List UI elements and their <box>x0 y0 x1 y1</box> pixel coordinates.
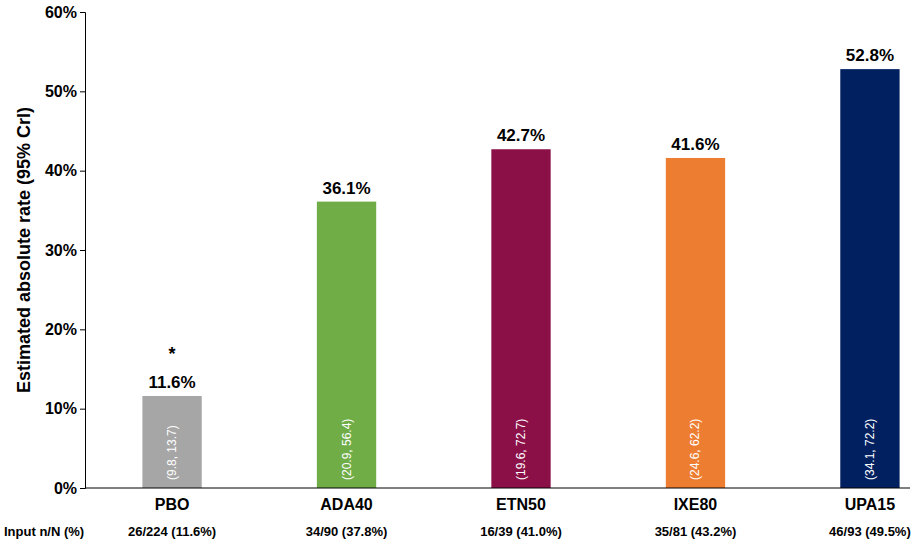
annotation: * <box>169 344 176 364</box>
x-tick-label: UPA15 <box>845 496 895 513</box>
interval-label: (34.1, 72.2) <box>863 419 877 480</box>
x-axis: PBO ADA40 ETN50 IXE80 UPA15 <box>85 488 910 513</box>
y-tick-label: 60% <box>45 4 77 21</box>
input-label: 34/90 (37.8%) <box>306 524 388 539</box>
y-tick-mark <box>80 91 85 92</box>
y-tick-label: 40% <box>45 162 77 179</box>
input-title: Input n/N (%) <box>4 524 84 539</box>
y-tick-mark <box>80 171 85 172</box>
x-tick-label: IXE80 <box>674 496 718 513</box>
input-label: 35/81 (43.2%) <box>655 524 737 539</box>
x-tick: ETN50 <box>496 496 546 513</box>
x-tick-label: ETN50 <box>496 496 546 513</box>
x-tick: IXE80 <box>674 496 718 513</box>
bar <box>317 202 376 488</box>
data-label: 42.7% <box>497 126 545 145</box>
x-tick: UPA15 <box>845 496 895 513</box>
y-tick-label: 20% <box>45 321 77 338</box>
x-axis-line <box>85 488 910 489</box>
y-tick: 30% <box>45 242 85 259</box>
chart: 0% 10% 20% 30% 40% 50% 60% PBO ADA40 ETN50 IXE80 UP… <box>0 0 920 546</box>
input-label: 16/39 (41.0%) <box>480 524 562 539</box>
y-tick: 0% <box>54 480 85 497</box>
interval-label: (20.9, 56.4) <box>340 419 354 480</box>
y-axis: 0% 10% 20% 30% 40% 50% 60% <box>45 4 86 497</box>
bar <box>666 158 725 488</box>
interval-label: (9.8, 13.7) <box>165 425 179 480</box>
data-label: 52.8% <box>846 46 894 65</box>
y-tick-mark <box>80 250 85 251</box>
y-tick-label: 0% <box>54 480 77 497</box>
y-tick-mark <box>80 329 85 330</box>
x-tick-label: ADA40 <box>320 496 373 513</box>
y-axis-line <box>80 13 86 489</box>
bar <box>142 396 201 488</box>
y-tick-mark <box>80 488 85 489</box>
x-tick: ADA40 <box>320 496 373 513</box>
y-tick-mark <box>80 409 85 410</box>
labels: 11.6% 36.1% 42.7% 41.6% 52.8% (9.8, 13.7) (20.… <box>4 46 911 539</box>
y-tick: 20% <box>45 321 85 338</box>
data-label: 41.6% <box>671 135 719 154</box>
y-tick: 60% <box>45 4 85 21</box>
y-tick: 50% <box>45 83 85 100</box>
bar <box>840 69 899 488</box>
x-tick-label: PBO <box>155 496 190 513</box>
y-axis-title: Estimated absolute rate (95% CrI) <box>14 107 34 393</box>
data-label: 11.6% <box>148 373 195 392</box>
y-tick-mark <box>80 12 85 13</box>
input-label: 46/93 (49.5%) <box>829 524 911 539</box>
y-tick-label: 10% <box>45 400 77 417</box>
interval-label: (19.6, 72.7) <box>514 419 528 480</box>
y-tick-label: 30% <box>45 242 77 259</box>
interval-label: (24.6, 62.2) <box>688 419 702 480</box>
data-label: 36.1% <box>322 179 370 198</box>
y-tick: 40% <box>45 162 85 179</box>
input-label: 26/224 (11.6%) <box>128 524 216 539</box>
bar <box>491 149 550 488</box>
bars <box>142 69 899 488</box>
x-tick: PBO <box>155 496 190 513</box>
y-tick: 10% <box>45 400 85 417</box>
y-tick-label: 50% <box>45 83 77 100</box>
